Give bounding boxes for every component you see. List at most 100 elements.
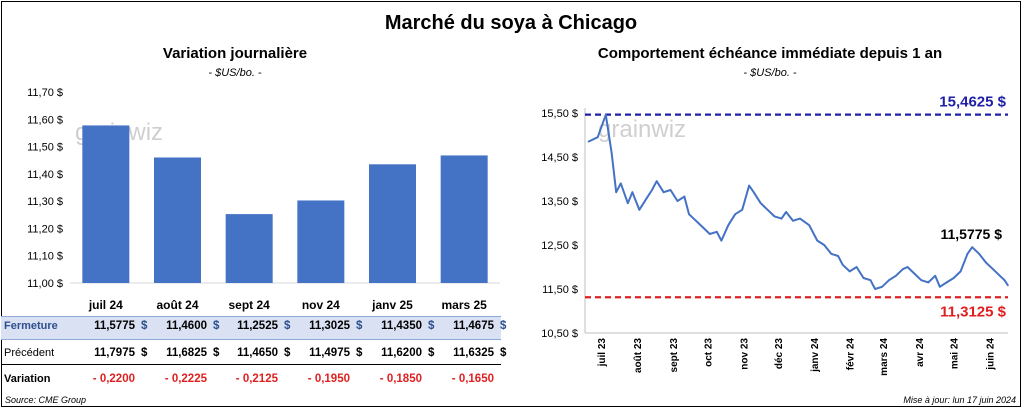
table-cell: 11,5775 <box>94 320 135 332</box>
right-chart-units: - $US/bo. - <box>743 67 797 79</box>
fermeture-band <box>1 316 501 340</box>
currency-symbol: $ <box>428 320 435 332</box>
currency-symbol: $ <box>284 347 291 359</box>
table-cell: 11,3025 <box>309 320 350 332</box>
data-point <box>620 182 622 185</box>
data-point <box>808 224 811 226</box>
source-note: Source: CME Group <box>5 395 87 405</box>
data-point <box>734 213 737 215</box>
y-tick-label: 11,20 $ <box>27 223 63 235</box>
y-tick-label: 13,50 $ <box>541 196 578 208</box>
table-divider <box>1 364 501 365</box>
currency-symbol: $ <box>500 347 507 359</box>
data-point <box>913 272 916 275</box>
table-cell: 11,4650 <box>237 347 278 359</box>
data-point <box>720 239 723 242</box>
data-point <box>816 239 819 242</box>
last-value-label: 11,5775 $ <box>940 226 1002 242</box>
y-tick-label: 11,10 $ <box>27 251 63 263</box>
category-label: mars 25 <box>441 298 487 312</box>
data-point <box>862 277 865 279</box>
x-tick-label: juin 24 <box>986 338 997 371</box>
table-cell: - 0,2225 <box>164 373 207 385</box>
x-tick-label: oct 23 <box>704 338 715 367</box>
table-cell: 11,6200 <box>381 347 422 359</box>
y-tick-label: 11,30 $ <box>27 196 63 208</box>
x-tick-label: mars 24 <box>879 338 890 376</box>
data-point <box>688 213 690 215</box>
data-point <box>587 140 590 143</box>
data-point <box>999 275 1001 277</box>
bar <box>82 125 130 283</box>
currency-symbol: $ <box>356 347 363 359</box>
y-tick-label: 14,50 $ <box>541 152 578 164</box>
left-chart-units: - $US/bo. - <box>208 67 262 79</box>
currency-symbol: $ <box>213 320 220 332</box>
data-point <box>855 266 858 268</box>
x-tick-label: déc 23 <box>774 338 785 370</box>
data-point <box>766 209 769 211</box>
y-tick-label: 11,70 $ <box>27 87 63 99</box>
data-point <box>939 286 941 288</box>
data-point <box>709 233 711 235</box>
data-point <box>848 270 851 273</box>
x-tick-label: févr 24 <box>846 338 857 371</box>
data-point <box>662 191 665 193</box>
left-chart-title: Variation journalière <box>162 45 308 62</box>
data-point <box>869 279 872 282</box>
data-point <box>906 266 909 268</box>
currency-symbol: $ <box>356 320 363 332</box>
table-cell: 11,6325 <box>453 347 494 359</box>
y-tick-label: 15,50 $ <box>541 108 578 120</box>
data-point <box>715 231 718 233</box>
price-line <box>588 113 1009 290</box>
category-label: sept 24 <box>228 298 270 312</box>
y-tick-label: 11,50 $ <box>542 284 578 296</box>
table-cell: - 0,1850 <box>379 373 422 385</box>
data-point <box>683 195 686 198</box>
data-point <box>888 279 890 282</box>
data-point <box>645 198 648 200</box>
high-label: 15,4625 $ <box>939 94 1006 111</box>
data-point <box>638 209 641 211</box>
data-point <box>874 288 876 290</box>
data-point <box>773 215 776 218</box>
data-point <box>841 264 844 266</box>
bar <box>369 164 416 283</box>
data-point <box>669 189 672 191</box>
currency-symbol: $ <box>428 347 435 359</box>
x-tick-label: janv 24 <box>810 338 821 373</box>
table-cell: - 0,1650 <box>451 373 494 385</box>
data-point <box>727 224 730 226</box>
x-tick-label: avr 24 <box>915 338 926 367</box>
data-point <box>792 220 794 222</box>
table-cell: 11,6825 <box>166 347 207 359</box>
data-point <box>966 253 969 255</box>
data-point <box>615 191 618 193</box>
table-cell: 11,4675 <box>453 320 494 332</box>
currency-symbol: $ <box>213 347 220 359</box>
y-tick-label: 11,40 $ <box>27 169 63 181</box>
x-tick-label: mai 24 <box>950 338 961 370</box>
data-point <box>934 275 936 277</box>
table-cell: - 0,1950 <box>307 373 350 385</box>
x-tick-label: nov 23 <box>739 338 750 370</box>
data-point <box>823 244 826 246</box>
bar <box>225 214 273 283</box>
data-point <box>799 217 801 220</box>
x-tick-label: août 23 <box>633 338 644 373</box>
data-point <box>1003 279 1006 282</box>
table-cell: - 0,2125 <box>235 373 278 385</box>
bar <box>154 157 201 283</box>
data-point <box>741 209 743 211</box>
data-point <box>837 255 839 257</box>
category-label: juil 24 <box>88 298 123 312</box>
low-label: 11,3125 $ <box>940 303 1007 320</box>
currency-symbol: $ <box>284 320 291 332</box>
data-point <box>992 268 994 271</box>
table-cell: 11,2525 <box>237 320 278 332</box>
page-title: Marché du soya à Chicago <box>384 12 638 34</box>
y-tick-label: 10,50 $ <box>541 328 578 340</box>
data-point <box>945 281 948 284</box>
